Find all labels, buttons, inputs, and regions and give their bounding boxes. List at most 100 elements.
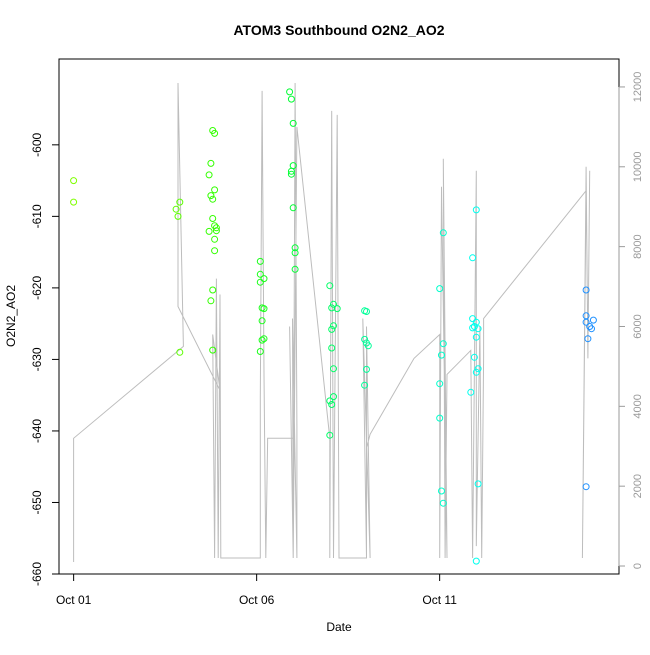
data-point — [472, 333, 480, 341]
data-point — [582, 483, 590, 491]
x-axis: Oct 01 Oct 06 Oct 11 — [56, 573, 457, 607]
data-point — [70, 198, 78, 206]
y2-tick-label: 12000 — [632, 72, 644, 103]
data-point — [256, 348, 264, 355]
data-point — [260, 335, 268, 343]
data-point — [472, 318, 480, 326]
y2-tick-label: 4000 — [632, 394, 644, 418]
data-point — [258, 336, 266, 344]
data-point — [436, 285, 444, 293]
data-point — [211, 247, 219, 255]
y-axis-left: -660 -650 -640 -630 -620 -610 -600 — [30, 133, 60, 586]
x-axis-label: Date — [326, 620, 352, 634]
data-point — [472, 557, 480, 565]
data-point — [470, 353, 478, 361]
data-point — [436, 414, 444, 422]
data-point — [330, 393, 337, 401]
y2-tick-label: 6000 — [632, 314, 644, 338]
data-point — [176, 348, 184, 356]
secondary-series-layer — [73, 82, 591, 562]
data-point — [588, 325, 595, 333]
data-point — [70, 177, 78, 185]
data-point — [467, 388, 475, 396]
data-point — [256, 257, 264, 265]
data-point — [589, 316, 597, 324]
data-point — [328, 401, 336, 408]
data-point — [326, 282, 334, 290]
data-point — [291, 244, 299, 252]
data-point — [469, 315, 477, 323]
y2-tick-label: 2000 — [632, 474, 644, 498]
data-point — [363, 365, 370, 373]
data-point — [472, 206, 480, 214]
data-point — [330, 300, 337, 308]
data-point — [439, 229, 447, 237]
data-point — [205, 227, 213, 235]
y-tick-label: -610 — [30, 204, 44, 228]
data-point — [470, 323, 478, 330]
data-point — [333, 305, 341, 313]
data-point — [582, 286, 590, 294]
y-tick-label: -640 — [30, 419, 44, 443]
y2-tick-label: 10000 — [632, 151, 644, 182]
data-point — [289, 119, 297, 127]
data-point — [174, 212, 182, 220]
data-point — [472, 368, 480, 376]
y-tick-label: -620 — [30, 276, 44, 300]
data-point — [328, 325, 336, 333]
data-point — [439, 340, 447, 348]
data-point — [260, 275, 268, 283]
y-tick-label: -600 — [30, 133, 44, 157]
data-point — [260, 305, 268, 313]
data-point — [287, 95, 295, 103]
data-point — [209, 286, 217, 294]
data-point — [361, 381, 369, 389]
data-point — [291, 249, 299, 257]
secondary-series-line — [73, 82, 591, 562]
data-point — [209, 195, 217, 203]
data-point — [361, 335, 369, 343]
data-point — [212, 224, 220, 232]
data-point — [172, 205, 180, 213]
data-point — [363, 308, 370, 315]
data-point — [286, 88, 294, 96]
data-point — [474, 365, 482, 373]
data-point — [258, 317, 266, 325]
data-point — [291, 265, 299, 273]
data-point — [586, 323, 594, 330]
data-point — [176, 198, 184, 206]
data-point — [211, 186, 219, 194]
data-point — [438, 487, 445, 495]
data-point — [289, 162, 297, 170]
data-point — [469, 254, 477, 262]
data-point — [289, 204, 297, 212]
y-tick-label: -650 — [30, 490, 44, 514]
data-point — [256, 270, 264, 278]
data-point — [330, 322, 337, 330]
data-point — [287, 170, 295, 178]
y-tick-label: -630 — [30, 347, 44, 371]
data-point — [211, 235, 219, 243]
data-point — [364, 342, 372, 350]
data-point — [207, 192, 215, 200]
chart-title: ATOM3 Southbound O2N2_AO2 — [233, 22, 444, 38]
x-tick-label: Oct 01 — [56, 593, 92, 607]
x-tick-label: Oct 06 — [239, 593, 275, 607]
y-axis-right: 0 2000 4000 6000 8000 10000 12000 — [618, 72, 644, 569]
data-point — [207, 297, 215, 305]
data-point — [209, 215, 217, 222]
data-point — [469, 324, 477, 332]
data-point — [584, 335, 592, 343]
data-point — [207, 159, 215, 167]
data-point — [326, 397, 334, 405]
y2-tick-label: 8000 — [632, 234, 644, 258]
y-tick-label: -660 — [30, 562, 44, 586]
points-layer — [70, 88, 597, 565]
data-point — [330, 365, 337, 373]
data-point — [205, 171, 213, 179]
data-point — [582, 318, 590, 326]
data-point — [438, 351, 445, 359]
x-tick-label: Oct 11 — [422, 593, 457, 607]
